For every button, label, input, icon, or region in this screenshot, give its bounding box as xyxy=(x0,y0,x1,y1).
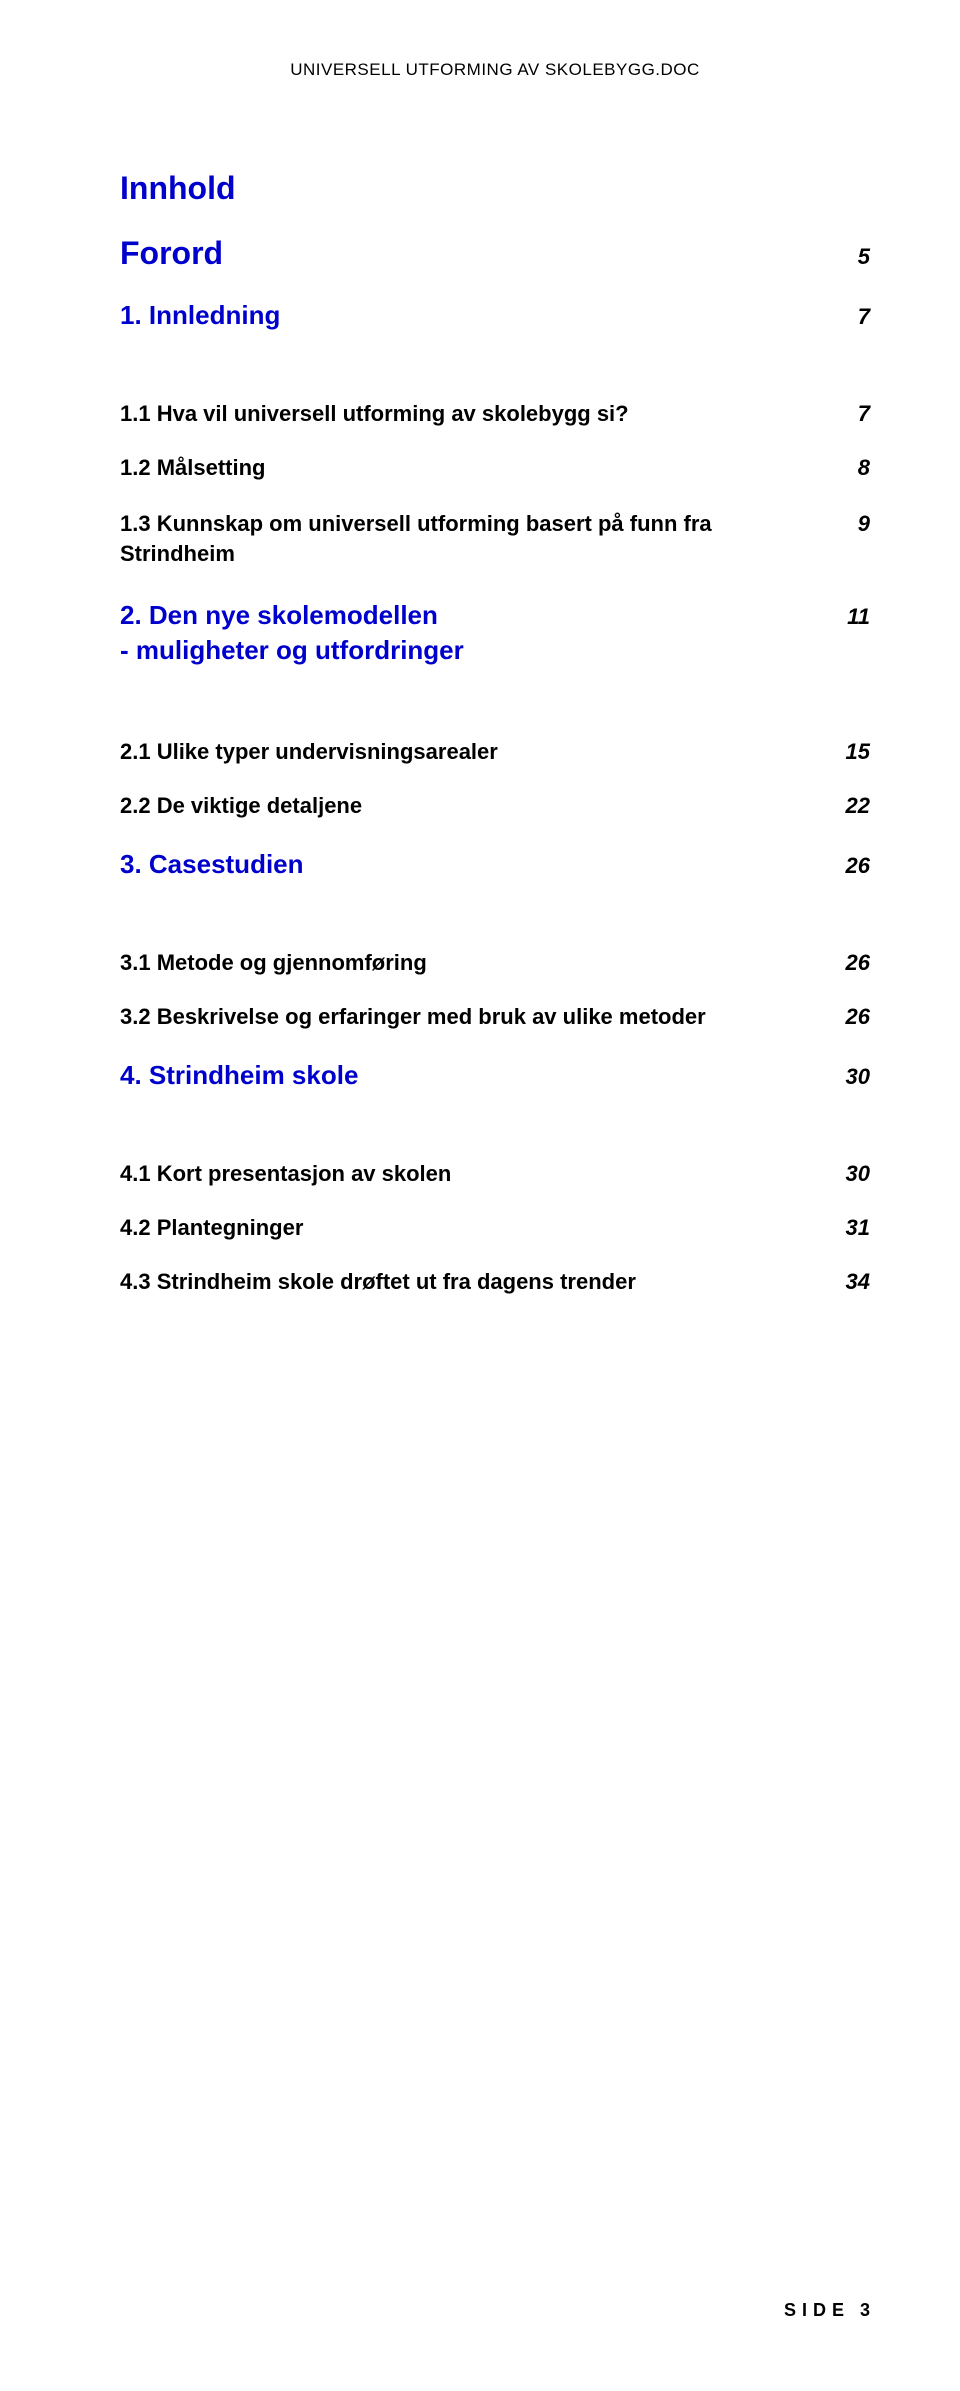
toc-label-s1-1[interactable]: 1.1 Hva vil universell utforming av skol… xyxy=(120,401,830,427)
toc-page-s4-2: 31 xyxy=(830,1215,870,1241)
toc-label-forord[interactable]: Forord xyxy=(120,235,830,272)
toc-row-s1-1: 1.1 Hva vil universell utforming av skol… xyxy=(120,401,870,427)
toc-row-s4-1: 4.1 Kort presentasjon av skolen 30 xyxy=(120,1161,870,1187)
page-title: Innhold xyxy=(120,170,870,207)
toc-page-s1-1: 7 xyxy=(830,401,870,427)
toc-page-forord: 5 xyxy=(830,244,870,270)
toc-label-s1[interactable]: 1. Innledning xyxy=(120,300,830,331)
toc-label-s4-1[interactable]: 4.1 Kort presentasjon av skolen xyxy=(120,1161,830,1187)
toc-page-s1: 7 xyxy=(830,304,870,330)
toc-label-s3-2[interactable]: 3.2 Beskrivelse og erfaringer med bruk a… xyxy=(120,1004,830,1030)
toc-label-s2-line1: 2. Den nye skolemodellen xyxy=(120,600,438,630)
toc-page-s2-2: 22 xyxy=(830,793,870,819)
toc-row-s2-2: 2.2 De viktige detaljene 22 xyxy=(120,793,870,819)
toc-row-s4-3: 4.3 Strindheim skole drøftet ut fra dage… xyxy=(120,1269,870,1295)
toc-label-s3[interactable]: 3. Casestudien xyxy=(120,849,830,880)
toc-label-s2-1[interactable]: 2.1 Ulike typer undervisningsarealer xyxy=(120,739,830,765)
toc-label-s2-2[interactable]: 2.2 De viktige detaljene xyxy=(120,793,830,819)
toc-label-s2-line2: - muligheter og utfordringer xyxy=(120,635,464,665)
toc-row-s3-1: 3.1 Metode og gjennomføring 26 xyxy=(120,950,870,976)
toc-label-s3-1[interactable]: 3.1 Metode og gjennomføring xyxy=(120,950,830,976)
document-page: UNIVERSELL UTFORMING AV SKOLEBYGG.DOC In… xyxy=(0,0,960,2391)
toc-row-s2: 2. Den nye skolemodellen - muligheter og… xyxy=(120,598,870,668)
toc-row-s1-2: 1.2 Målsetting 8 xyxy=(120,455,870,481)
toc-label-s1-3-line1: 1.3 Kunnskap om universell utforming bas… xyxy=(120,511,712,536)
toc-page-s3: 26 xyxy=(830,853,870,879)
toc-page-s2-1: 15 xyxy=(830,739,870,765)
toc-page-s1-2: 8 xyxy=(830,455,870,481)
toc-page-s3-1: 26 xyxy=(830,950,870,976)
toc-row-s3-2: 3.2 Beskrivelse og erfaringer med bruk a… xyxy=(120,1004,870,1030)
toc-row-forord: Forord 5 xyxy=(120,235,870,272)
toc-page-s4: 30 xyxy=(830,1064,870,1090)
toc-page-s3-2: 26 xyxy=(830,1004,870,1030)
toc-label-s1-3-line2: Strindheim xyxy=(120,541,235,566)
toc-label-s2[interactable]: 2. Den nye skolemodellen - muligheter og… xyxy=(120,598,830,668)
toc-row-s1: 1. Innledning 7 xyxy=(120,300,870,331)
toc-label-s1-2[interactable]: 1.2 Målsetting xyxy=(120,455,830,481)
page-footer: SIDE 3 xyxy=(784,2300,870,2321)
footer-page-number: 3 xyxy=(860,2300,870,2320)
toc-page-s4-3: 34 xyxy=(830,1269,870,1295)
toc-row-s4-2: 4.2 Plantegninger 31 xyxy=(120,1215,870,1241)
page-title-row: Innhold xyxy=(120,170,870,207)
toc-label-s4-2[interactable]: 4.2 Plantegninger xyxy=(120,1215,830,1241)
document-header: UNIVERSELL UTFORMING AV SKOLEBYGG.DOC xyxy=(120,60,870,80)
toc-label-s4-3[interactable]: 4.3 Strindheim skole drøftet ut fra dage… xyxy=(120,1269,830,1295)
toc-row-s1-3: 1.3 Kunnskap om universell utforming bas… xyxy=(120,509,870,568)
footer-label: SIDE xyxy=(784,2300,850,2320)
toc-page-s2: 11 xyxy=(830,604,870,630)
toc-page-s1-3: 9 xyxy=(830,511,870,537)
toc-row-s3: 3. Casestudien 26 xyxy=(120,849,870,880)
toc-page-s4-1: 30 xyxy=(830,1161,870,1187)
toc-label-s4[interactable]: 4. Strindheim skole xyxy=(120,1060,830,1091)
toc-row-s4: 4. Strindheim skole 30 xyxy=(120,1060,870,1091)
toc-row-s2-1: 2.1 Ulike typer undervisningsarealer 15 xyxy=(120,739,870,765)
toc-label-s1-3[interactable]: 1.3 Kunnskap om universell utforming bas… xyxy=(120,509,830,568)
